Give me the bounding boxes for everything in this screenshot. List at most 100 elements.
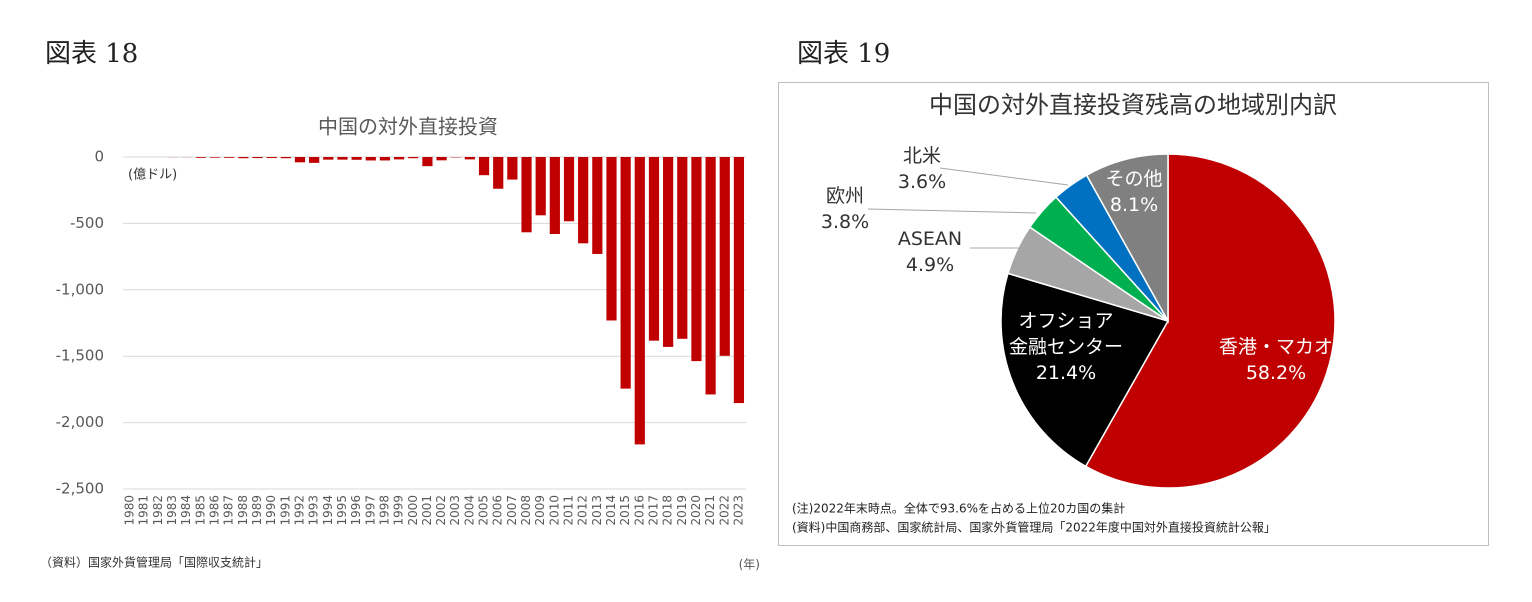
x-tick-label: 2006 xyxy=(491,495,505,526)
bar xyxy=(648,157,660,341)
bar xyxy=(408,157,419,159)
bar xyxy=(733,157,745,404)
pie-slice xyxy=(1000,272,1170,468)
bar xyxy=(507,157,518,180)
x-tick-label: 1980 xyxy=(123,495,137,526)
x-tick-label: 1981 xyxy=(137,495,151,526)
slice-value-label: 21.4% xyxy=(1035,362,1097,384)
bar xyxy=(521,157,532,233)
x-tick-label: 2011 xyxy=(562,495,576,526)
x-tick-label: 1985 xyxy=(193,495,207,526)
bar xyxy=(705,157,716,395)
panel-frame xyxy=(778,82,1489,546)
bar xyxy=(535,157,546,216)
x-tick-label: 1996 xyxy=(349,495,363,526)
x-tick-label: 1984 xyxy=(179,495,193,526)
slice-value-label: 3.8% xyxy=(820,211,870,233)
slice-value-label: 3.6% xyxy=(897,171,947,193)
bar xyxy=(252,157,263,159)
x-tick-label: 2021 xyxy=(703,495,717,526)
bar xyxy=(478,157,490,176)
x-unit: (年) xyxy=(739,558,760,572)
bar xyxy=(663,157,674,347)
x-tick-label: 2016 xyxy=(632,495,646,526)
bar xyxy=(422,157,433,167)
bar xyxy=(209,157,221,158)
slice-label: オフショア 金融センター xyxy=(1008,310,1124,358)
slice-value-label: 58.2% xyxy=(1245,362,1307,384)
bar xyxy=(280,157,291,159)
x-tick-label: 2022 xyxy=(717,495,731,526)
x-tick-label: 2003 xyxy=(448,495,462,526)
bar xyxy=(719,157,730,356)
x-tick-label: 1999 xyxy=(392,495,406,526)
x-tick-label: 2010 xyxy=(547,495,561,526)
bar xyxy=(563,157,575,222)
x-tick-label: 2023 xyxy=(731,495,745,526)
bar xyxy=(195,157,206,158)
bar xyxy=(351,157,362,160)
y-tick-label: -2,500 xyxy=(56,480,104,498)
x-tick-label: 1992 xyxy=(292,495,306,526)
bar xyxy=(394,157,405,160)
x-tick-label: 2002 xyxy=(434,495,448,526)
x-tick-label: 2004 xyxy=(462,495,476,526)
figure-label: 図表 19 xyxy=(797,39,890,69)
x-tick-label: 1994 xyxy=(321,495,335,526)
bar xyxy=(634,157,645,445)
bar xyxy=(578,157,589,244)
x-tick-label: 2017 xyxy=(646,495,660,526)
x-tick-label: 1989 xyxy=(250,495,264,526)
x-tick-label: 1998 xyxy=(377,495,391,526)
y-tick-label: -2,000 xyxy=(56,413,104,431)
bar xyxy=(677,157,688,339)
leader-line xyxy=(939,167,1069,186)
leader-line xyxy=(867,208,1037,214)
bar xyxy=(620,157,631,389)
y-tick-label: -500 xyxy=(70,214,104,232)
slice-label: 北米 xyxy=(902,145,942,167)
x-tick-label: 2013 xyxy=(590,495,604,526)
x-tick-label: 1982 xyxy=(151,495,165,526)
chart-title: 中国の対外直接投資 xyxy=(318,115,498,139)
x-tick-label: 1995 xyxy=(335,495,349,526)
bar xyxy=(238,157,249,159)
slice-label: 欧州 xyxy=(825,185,865,207)
x-tick-label: 1988 xyxy=(236,495,250,526)
x-tick-label: 1997 xyxy=(363,495,377,526)
x-tick-label: 2012 xyxy=(576,495,590,526)
bar xyxy=(549,157,560,235)
source: （資料）国家外貨管理局「国際収支統計」 xyxy=(40,555,268,570)
chart-title: 中国の対外直接投資残高の地域別内訳 xyxy=(929,91,1337,119)
x-tick-label: 2009 xyxy=(533,495,547,526)
bar xyxy=(606,157,617,321)
x-tick-label: 2018 xyxy=(661,495,675,526)
x-tick-label: 2014 xyxy=(604,495,618,526)
x-tick-label: 2005 xyxy=(477,495,491,526)
bar xyxy=(691,157,702,362)
bar xyxy=(266,157,277,159)
x-tick-label: 1993 xyxy=(307,495,321,526)
bar xyxy=(309,157,320,163)
x-tick-label: 1991 xyxy=(278,495,292,526)
y-tick-label: 0 xyxy=(94,148,104,166)
x-tick-label: 1986 xyxy=(208,495,222,526)
y-tick-label: -1,000 xyxy=(56,280,104,298)
y-tick-label: -1,500 xyxy=(56,347,104,365)
slice-label: ASEAN xyxy=(897,228,963,250)
x-tick-label: 1983 xyxy=(165,495,179,526)
bar xyxy=(493,157,504,189)
pie-slice xyxy=(1084,153,1336,489)
bar xyxy=(294,157,306,163)
figure-label: 図表 18 xyxy=(45,39,138,69)
x-tick-label: 2019 xyxy=(675,495,689,526)
pie-slice xyxy=(1085,153,1169,324)
slice-value-label: 4.9% xyxy=(905,254,955,276)
bar xyxy=(464,157,475,160)
bar xyxy=(337,157,348,160)
slice-label: その他 xyxy=(1105,168,1163,190)
x-tick-label: 2008 xyxy=(519,495,533,526)
slice-value-label: 8.1% xyxy=(1109,194,1159,216)
